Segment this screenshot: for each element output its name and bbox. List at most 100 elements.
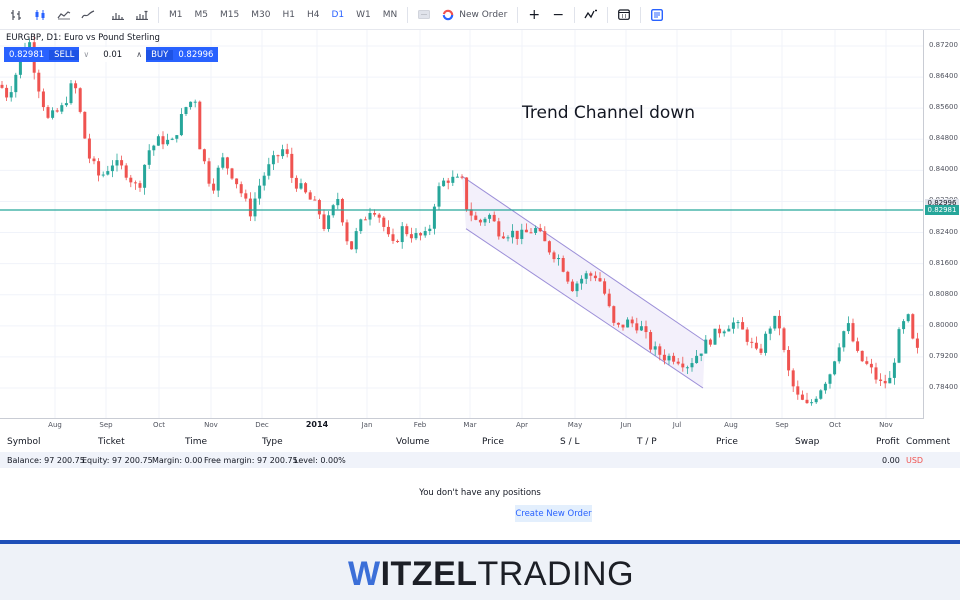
toolbar-divider <box>574 6 576 23</box>
calendar-icon[interactable] <box>612 0 636 29</box>
positions-table-header: Symbol Ticket Time Type Volume Price S /… <box>0 433 960 451</box>
new-order-label: New Order <box>459 9 508 20</box>
time-axis-tick: Apr <box>515 421 529 429</box>
time-axis-tick: Sep <box>775 421 789 429</box>
toolbar-divider <box>517 6 519 23</box>
price-axis-tick: 0.80000 <box>929 320 958 329</box>
volume-profile-icon[interactable] <box>130 0 154 29</box>
candlestick-chart[interactable] <box>0 30 960 433</box>
volume-stepper[interactable]: ∨ 0.01 ∧ <box>79 47 147 62</box>
time-axis-tick: Nov <box>879 421 893 429</box>
column-take-profit[interactable]: T / P <box>637 437 657 447</box>
price-axis-tick: 0.85600 <box>929 103 958 112</box>
toolbar-divider <box>607 6 609 23</box>
price-axis-tick: 0.82400 <box>929 227 958 236</box>
zoom-out-button[interactable]: − <box>552 6 565 23</box>
margin-level-value: Level: 0.00% <box>294 456 346 465</box>
sell-button[interactable]: 0.82981 SELL <box>4 47 80 62</box>
price-axis-tick: 0.78400 <box>929 383 958 391</box>
time-axis-tick: Jun <box>620 421 632 429</box>
create-new-order-button[interactable]: Create New Order <box>515 505 592 522</box>
volume-icon[interactable] <box>106 0 130 29</box>
candles-icon[interactable] <box>28 0 52 29</box>
logo-w-mark: W <box>348 555 381 593</box>
column-current-price[interactable]: Price <box>716 437 738 447</box>
timeframe-m15[interactable]: M15 <box>220 9 240 20</box>
witzel-trading-logo: W ITZEL TRADING <box>348 555 634 594</box>
timeframe-w1[interactable]: W1 <box>356 9 371 20</box>
column-ticket[interactable]: Ticket <box>98 437 125 447</box>
time-axis-tick: 2014 <box>305 420 329 429</box>
bid-price-tag: 0.82981 <box>925 204 959 215</box>
margin-value: Margin: 0.00 <box>152 456 203 465</box>
time-axis-tick: Sep <box>99 421 113 429</box>
timeframe-m30[interactable]: M30 <box>251 9 271 20</box>
column-time[interactable]: Time <box>185 437 208 447</box>
top-toolbar: M1 M5 M15 M30 H1 H4 D1 W1 MN New Order +… <box>0 0 960 30</box>
chart-area[interactable]: EURGBP, D1: Euro vs Pound Sterling 0.829… <box>0 30 960 433</box>
price-axis-tick: 0.84800 <box>929 134 958 143</box>
price-axis-tick: 0.86400 <box>929 72 958 81</box>
time-axis-tick: Dec <box>255 421 269 429</box>
quick-trade-panel: 0.82981 SELL ∨ 0.01 ∧ BUY 0.82996 <box>4 47 219 62</box>
logo-trading: TRADING <box>477 555 635 593</box>
time-axis-tick: Oct <box>828 421 842 429</box>
column-stop-loss[interactable]: S / L <box>560 437 580 447</box>
chart-annotation-text[interactable]: Trend Channel down <box>522 103 695 123</box>
free-margin-value: Free margin: 97 200.75 <box>204 456 298 465</box>
ask-price-tag: 0.82996 <box>925 199 959 209</box>
object-tree-icon[interactable] <box>645 0 669 29</box>
price-axis-tick: 0.80800 <box>929 289 958 298</box>
new-order-button[interactable]: New Order <box>436 0 513 29</box>
balance-value: Balance: 97 200.75 <box>7 456 85 465</box>
column-volume[interactable]: Volume <box>396 437 430 447</box>
column-comment[interactable]: Comment <box>906 437 951 447</box>
timeframe-mn[interactable]: MN <box>382 9 398 20</box>
timeframe-d1[interactable]: D1 <box>331 9 345 20</box>
screenshot-icon[interactable] <box>412 0 436 29</box>
price-axis-tick: 0.81600 <box>929 258 958 267</box>
buy-label: BUY <box>146 49 174 60</box>
brand-divider <box>0 540 960 544</box>
new-order-icon <box>442 9 454 20</box>
timeframe-h1[interactable]: H1 <box>282 9 295 20</box>
sell-label: SELL <box>49 49 80 60</box>
time-axis-tick: Jan <box>361 421 373 429</box>
volume-value[interactable]: 0.01 <box>103 49 123 60</box>
time-axis-tick: Mar <box>463 421 477 429</box>
toolbar-divider <box>407 6 409 23</box>
time-axis-tick: Aug <box>48 421 62 429</box>
time-axis-tick: Feb <box>413 421 427 429</box>
brand-footer <box>0 544 960 600</box>
account-summary-row: Balance: 97 200.75 Equity: 97 200.75 Mar… <box>0 452 960 468</box>
indicators-icon[interactable] <box>579 0 603 29</box>
timeframe-m1[interactable]: M1 <box>169 9 183 20</box>
volume-increase-icon[interactable]: ∧ <box>136 50 143 59</box>
toolbar-divider <box>158 6 159 23</box>
price-axis-tick: 0.84000 <box>929 165 958 174</box>
line-icon[interactable] <box>76 0 100 29</box>
column-swap[interactable]: Swap <box>795 437 820 447</box>
equity-value: Equity: 97 200.75 <box>82 456 153 465</box>
area-icon[interactable] <box>52 0 76 29</box>
time-axis-tick: Nov <box>204 421 218 429</box>
column-symbol[interactable]: Symbol <box>7 437 41 447</box>
time-axis-tick: Oct <box>152 421 166 429</box>
time-axis-tick: Jul <box>672 421 682 429</box>
empty-positions-message: You don't have any positions <box>419 488 541 498</box>
zoom-in-button[interactable]: + <box>528 6 541 23</box>
price-axis-tick: 0.87200 <box>929 41 958 49</box>
time-axis-tick: May <box>567 421 583 429</box>
logo-itzel: ITZEL <box>380 555 478 593</box>
volume-decrease-icon[interactable]: ∨ <box>83 50 90 59</box>
buy-price: 0.82996 <box>178 49 214 60</box>
buy-button[interactable]: BUY 0.82996 <box>146 47 219 62</box>
bars-icon[interactable] <box>4 0 28 29</box>
toolbar-divider <box>640 6 642 23</box>
column-type[interactable]: Type <box>262 437 283 447</box>
total-profit-value: 0.00 <box>882 456 900 465</box>
timeframe-h4[interactable]: H4 <box>306 9 320 20</box>
column-profit[interactable]: Profit <box>876 437 900 447</box>
column-open-price[interactable]: Price <box>482 437 504 447</box>
timeframe-m5[interactable]: M5 <box>194 9 209 20</box>
